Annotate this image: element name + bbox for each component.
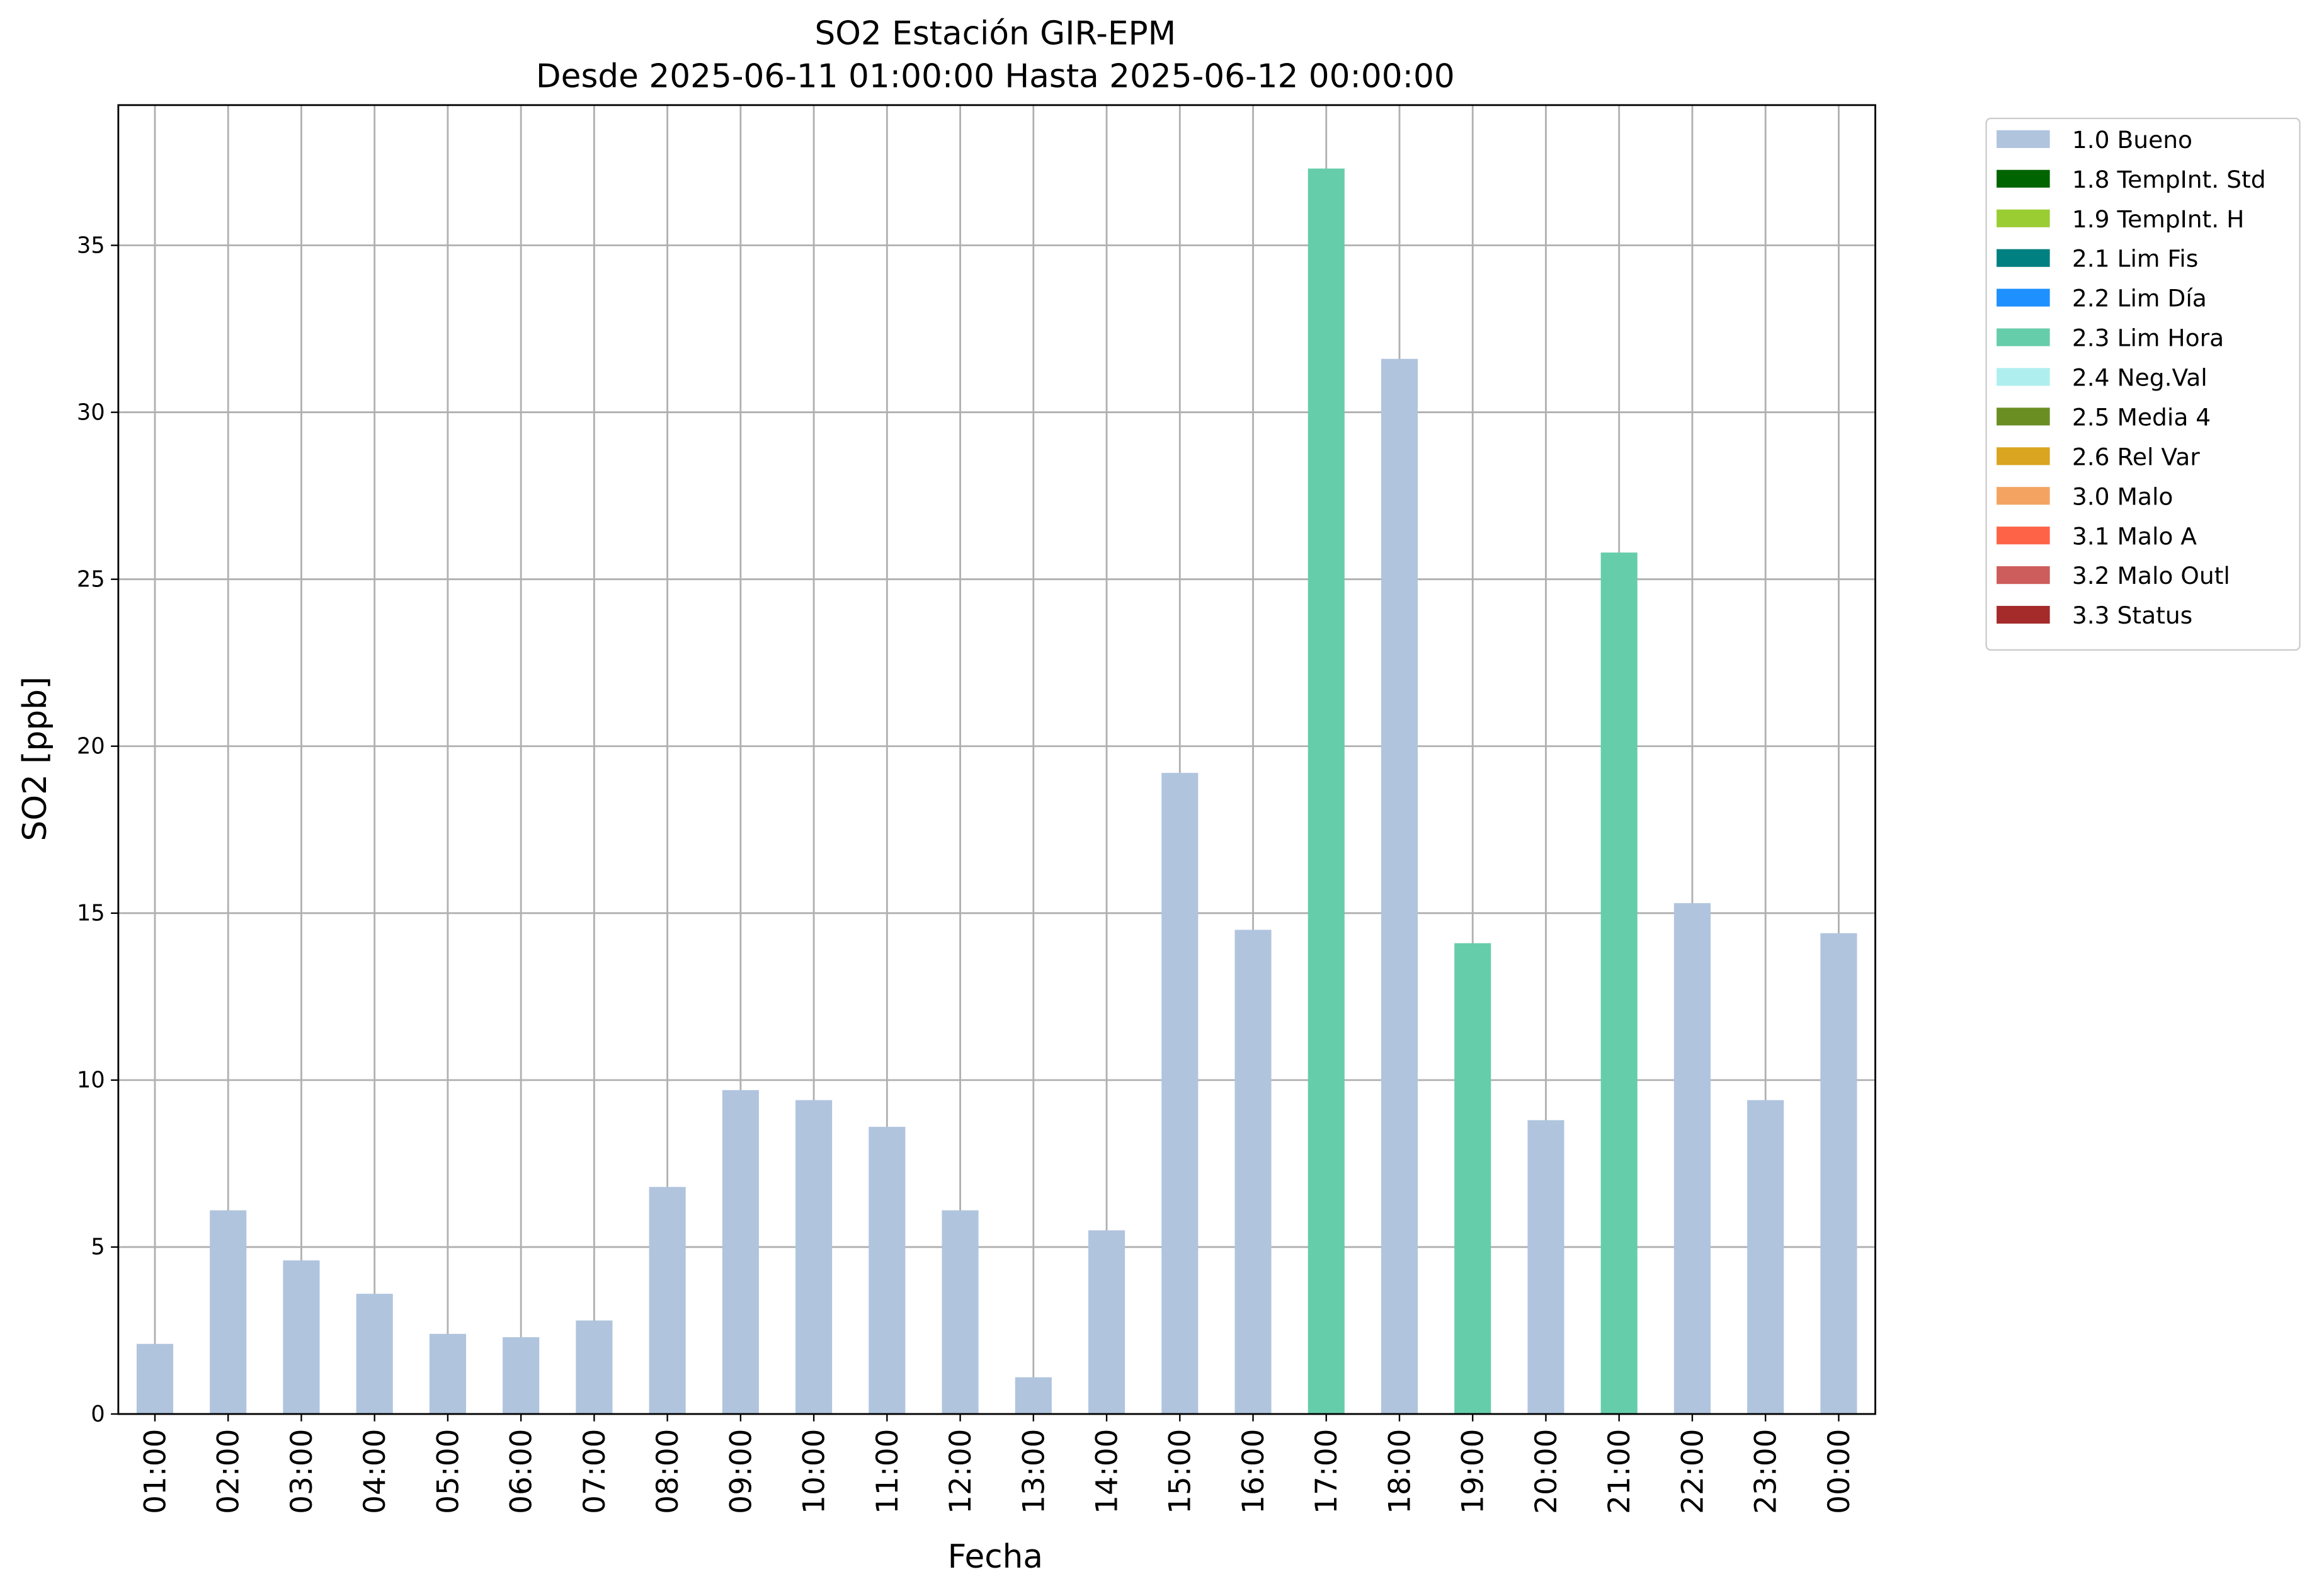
legend-label: 2.5 Media 4 [2072,403,2211,431]
bar [869,1127,906,1415]
legend-label: 3.0 Malo [2072,482,2174,510]
legend-label: 2.4 Neg.Val [2072,364,2208,392]
bar [356,1294,393,1415]
x-tick-label: 22:00 [1675,1429,1710,1514]
legend-swatch [1997,566,2050,584]
x-tick-label: 09:00 [724,1429,758,1514]
x-tick-label: 20:00 [1529,1429,1564,1514]
y-tick-label: 25 [77,566,105,592]
bar [1015,1377,1052,1415]
bar [942,1210,979,1415]
legend-swatch [1997,130,2050,148]
bar [136,1343,174,1415]
x-tick-label: 11:00 [870,1429,905,1514]
chart-subtitle: Desde 2025-06-11 01:00:00 Hasta 2025-06-… [536,58,1455,96]
legend-label: 2.2 Lim Día [2072,285,2207,312]
y-tick-label: 5 [91,1234,105,1260]
legend-swatch [1997,408,2050,426]
bar [1381,358,1418,1415]
y-tick-label: 30 [77,399,105,425]
bar [1527,1120,1564,1415]
y-tick-label: 15 [77,901,105,926]
bar [429,1333,466,1415]
x-tick-label: 12:00 [943,1429,978,1514]
legend-swatch [1997,527,2050,545]
bar [1161,773,1199,1415]
bar [795,1100,833,1415]
x-tick-label: 23:00 [1749,1429,1784,1514]
x-tick-label: 14:00 [1090,1429,1124,1514]
x-tick-label: 13:00 [1017,1429,1051,1514]
x-axis-label: Fecha [948,1538,1043,1576]
legend-swatch [1997,328,2050,346]
legend-label: 1.8 TempInt. Std [2072,166,2266,193]
x-tick-label: 04:00 [358,1429,392,1514]
legend-label: 1.0 Bueno [2072,126,2192,154]
legend-swatch [1997,169,2050,188]
bar [722,1090,759,1415]
bar [649,1187,686,1415]
legend-swatch [1997,605,2050,624]
bar [1600,552,1638,1415]
x-tick-label: 07:00 [578,1429,612,1514]
plot-frame [117,104,1876,1415]
x-tick-label: 01:00 [138,1429,173,1514]
y-tick-label: 10 [77,1068,105,1093]
x-tick-label: 18:00 [1382,1429,1417,1514]
legend-swatch [1997,288,2050,307]
bar [1673,903,1711,1415]
legend-swatch [1997,209,2050,227]
bar [283,1260,320,1415]
bar [1234,930,1272,1415]
y-tick-label: 35 [77,232,105,258]
legend-swatch [1997,487,2050,505]
chart-title: SO2 Estación GIR-EPM [814,15,1176,53]
x-tick-label: 21:00 [1602,1429,1637,1514]
legend-label: 2.6 Rel Var [2072,443,2200,470]
legend-label: 2.1 Lim Fis [2072,245,2198,273]
bar [1747,1100,1784,1415]
bar [576,1320,613,1415]
x-tick-label: 05:00 [431,1429,465,1514]
legend-label: 3.1 Malo A [2072,522,2197,550]
x-tick-label: 16:00 [1236,1429,1271,1514]
x-tick-label: 03:00 [285,1429,319,1514]
x-tick-label: 00:00 [1822,1429,1857,1514]
bar [1454,943,1491,1415]
x-tick-label: 10:00 [797,1429,832,1514]
bar [1308,168,1345,1415]
x-tick-label: 15:00 [1163,1429,1198,1514]
x-tick-label: 02:00 [212,1429,246,1514]
bar [210,1210,247,1415]
y-tick-label: 0 [91,1401,105,1427]
legend-box [1985,117,2301,651]
legend-swatch [1997,249,2050,267]
legend-label: 2.3 Lim Hora [2072,324,2224,352]
legend-label: 1.9 TempInt. H [2072,205,2245,233]
y-axis-label: SO2 [ppb] [16,676,54,841]
bar [1088,1230,1125,1415]
legend-label: 3.3 Status [2072,601,2192,629]
legend-label: 3.2 Malo Outl [2072,562,2230,590]
y-tick-label: 20 [77,733,105,759]
x-tick-label: 06:00 [504,1429,539,1514]
legend-swatch [1997,447,2050,465]
bar [503,1337,540,1415]
bar [1820,933,1857,1415]
legend-swatch [1997,368,2050,386]
x-tick-label: 08:00 [651,1429,685,1514]
x-tick-label: 19:00 [1456,1429,1491,1514]
x-tick-label: 17:00 [1309,1429,1344,1514]
